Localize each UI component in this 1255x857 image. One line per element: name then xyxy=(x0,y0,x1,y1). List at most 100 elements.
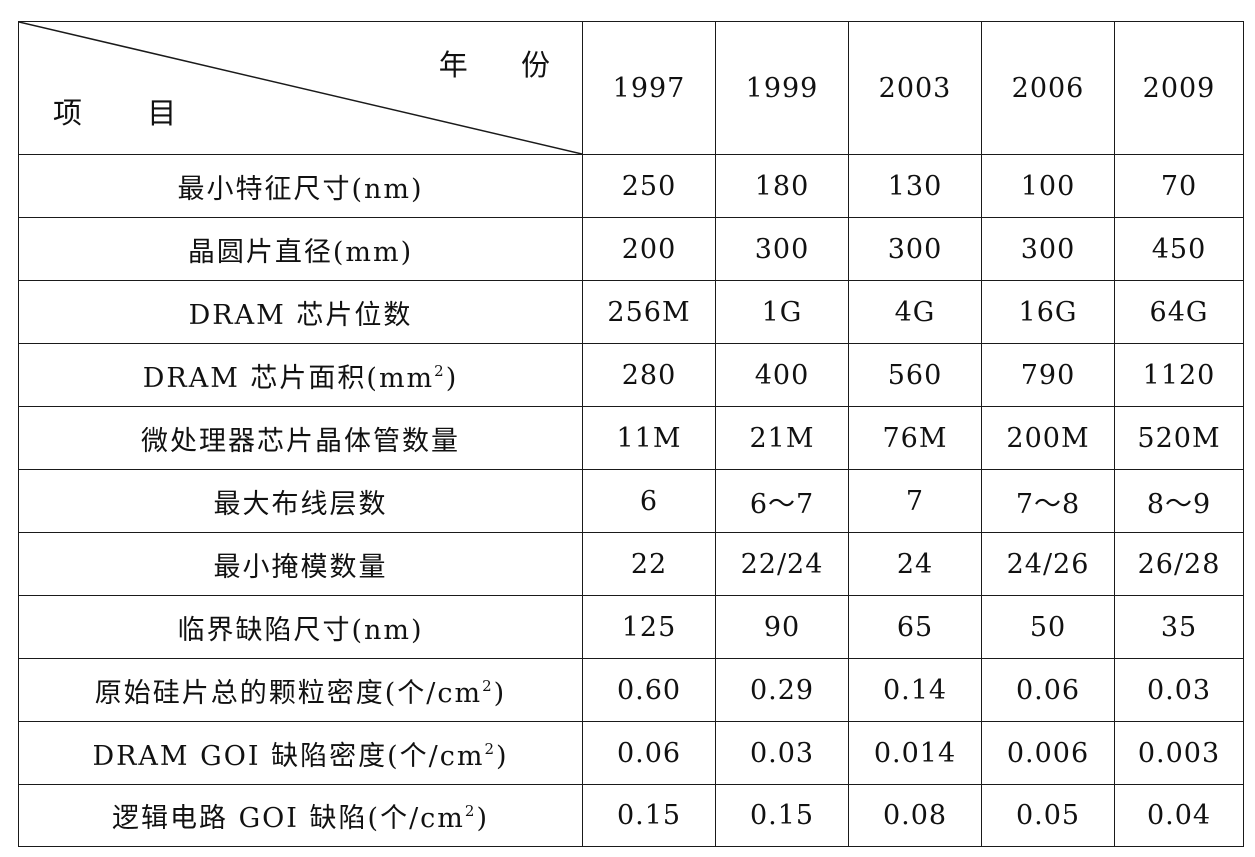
table-row: 微处理器芯片晶体管数量 11M 21M 76M 200M 520M xyxy=(18,406,1244,470)
table-cell: 4G xyxy=(848,280,982,344)
table-cell: 560 xyxy=(848,343,982,407)
table-cell: 300 xyxy=(848,217,982,281)
row-label: 临界缺陷尺寸(nm) xyxy=(18,595,583,659)
row-label-text: 逻辑电路 GOI 缺陷(个/cm xyxy=(112,803,465,834)
table-cell: 7 xyxy=(848,469,982,533)
table-row: 临界缺陷尺寸(nm) 125 90 65 50 35 xyxy=(18,595,1244,659)
table-cell: 0.003 xyxy=(1114,721,1244,785)
table-cell: 6 xyxy=(582,469,716,533)
row-label: DRAM 芯片面积(mm2) xyxy=(18,343,583,407)
row-label: 微处理器芯片晶体管数量 xyxy=(18,406,583,470)
table-cell: 21M xyxy=(715,406,849,470)
table-row: 最小特征尺寸(nm) 250 180 130 100 70 xyxy=(18,154,1244,218)
row-label: 逻辑电路 GOI 缺陷(个/cm2) xyxy=(18,784,583,847)
row-label-text: 原始硅片总的颗粒密度(个/cm xyxy=(94,677,483,709)
table-cell: 0.60 xyxy=(582,658,716,722)
table-cell: 1G xyxy=(715,280,849,344)
table-cell: 70 xyxy=(1114,154,1244,218)
table-cell: 200M xyxy=(981,406,1115,470)
table-cell: 0.29 xyxy=(715,658,849,722)
row-label-text: DRAM GOI 缺陷密度(个/cm xyxy=(92,740,485,772)
row-label: 最大布线层数 xyxy=(18,469,583,533)
table-cell: 65 xyxy=(848,595,982,659)
roadmap-table: 年 份 项 目 1997 1999 2003 2006 2009 最小特征尺寸(… xyxy=(18,21,1244,847)
table-cell: 24/26 xyxy=(981,532,1115,596)
row-label-suffix: ) xyxy=(493,677,507,709)
table-cell: 250 xyxy=(582,154,716,218)
table-row: 最大布线层数 6 6～7 7 7～8 8～9 xyxy=(18,469,1244,533)
table-cell: 280 xyxy=(582,343,716,407)
table-cell: 200 xyxy=(582,217,716,281)
table-cell: 300 xyxy=(715,217,849,281)
table-row: 最小掩模数量 22 22/24 24 24/26 26/28 xyxy=(18,532,1244,596)
table-cell: 0.08 xyxy=(848,784,982,847)
table-cell: 11M xyxy=(582,406,716,470)
table-cell: 0.05 xyxy=(981,784,1115,847)
table-cell: 790 xyxy=(981,343,1115,407)
corner-header: 年 份 项 目 xyxy=(18,21,583,155)
table-cell: 76M xyxy=(848,406,982,470)
table-cell: 0.03 xyxy=(1114,658,1244,722)
year-header: 2003 xyxy=(848,21,982,155)
superscript: 2 xyxy=(484,739,496,758)
table-row: 原始硅片总的颗粒密度(个/cm2) 0.60 0.29 0.14 0.06 0.… xyxy=(18,658,1244,722)
row-label-suffix: ) xyxy=(476,803,489,834)
row-label-text: 最小特征尺寸(nm) xyxy=(177,173,424,205)
table-cell: 1120 xyxy=(1114,343,1244,407)
table-row: DRAM 芯片位数 256M 1G 4G 16G 64G xyxy=(18,280,1244,344)
table-cell: 50 xyxy=(981,595,1115,659)
year-header: 2009 xyxy=(1114,21,1244,155)
row-label: 最小特征尺寸(nm) xyxy=(18,154,583,218)
table-cell: 0.04 xyxy=(1114,784,1244,847)
table-row: DRAM GOI 缺陷密度(个/cm2) 0.06 0.03 0.014 0.0… xyxy=(18,721,1244,785)
row-label-text: 最大布线层数 xyxy=(213,488,388,520)
table-cell: 90 xyxy=(715,595,849,659)
superscript: 2 xyxy=(434,361,446,380)
table-cell: 520M xyxy=(1114,406,1244,470)
row-label-text: 临界缺陷尺寸(nm) xyxy=(177,614,424,646)
row-label-text: DRAM 芯片面积(mm xyxy=(142,362,435,394)
table-row: DRAM 芯片面积(mm2) 280 400 560 790 1120 xyxy=(18,343,1244,407)
row-label: DRAM 芯片位数 xyxy=(18,280,583,344)
year-header: 1997 xyxy=(582,21,716,155)
table-cell: 100 xyxy=(981,154,1115,218)
table-cell: 8～9 xyxy=(1114,469,1244,533)
corner-label-item: 项 目 xyxy=(53,96,179,130)
table-cell: 22/24 xyxy=(715,532,849,596)
table-cell: 35 xyxy=(1114,595,1244,659)
table-cell: 0.006 xyxy=(981,721,1115,785)
year-header: 2006 xyxy=(981,21,1115,155)
table-row: 逻辑电路 GOI 缺陷(个/cm2) 0.15 0.15 0.08 0.05 0… xyxy=(18,784,1244,847)
table-cell: 0.06 xyxy=(582,721,716,785)
header-row: 年 份 项 目 1997 1999 2003 2006 2009 xyxy=(18,21,1244,155)
table-cell: 256M xyxy=(582,280,716,344)
row-label: DRAM GOI 缺陷密度(个/cm2) xyxy=(18,721,583,785)
table-cell: 7～8 xyxy=(981,469,1115,533)
row-label-text: 最小掩模数量 xyxy=(213,551,388,583)
table-cell: 130 xyxy=(848,154,982,218)
table-row: 晶圆片直径(mm) 200 300 300 300 450 xyxy=(18,217,1244,281)
row-label: 最小掩模数量 xyxy=(18,532,583,596)
row-label-text: 微处理器芯片晶体管数量 xyxy=(141,425,460,457)
table-cell: 0.14 xyxy=(848,658,982,722)
corner-label-year: 年 份 xyxy=(438,48,552,82)
superscript: 2 xyxy=(482,676,494,695)
table-cell: 0.15 xyxy=(582,784,716,847)
row-label: 原始硅片总的颗粒密度(个/cm2) xyxy=(18,658,583,722)
table-cell: 0.06 xyxy=(981,658,1115,722)
row-label-text: DRAM 芯片位数 xyxy=(188,299,413,331)
table-cell: 300 xyxy=(981,217,1115,281)
table-cell: 180 xyxy=(715,154,849,218)
row-label-suffix: ) xyxy=(445,362,459,394)
table-cell: 16G xyxy=(981,280,1115,344)
table-cell: 0.014 xyxy=(848,721,982,785)
year-header: 1999 xyxy=(715,21,849,155)
superscript: 2 xyxy=(464,802,477,820)
table-cell: 64G xyxy=(1114,280,1244,344)
table-cell: 400 xyxy=(715,343,849,407)
table-cell: 450 xyxy=(1114,217,1244,281)
table-cell: 0.03 xyxy=(715,721,849,785)
table-cell: 26/28 xyxy=(1114,532,1244,596)
table-cell: 22 xyxy=(582,532,716,596)
diagonal-divider xyxy=(19,22,582,154)
